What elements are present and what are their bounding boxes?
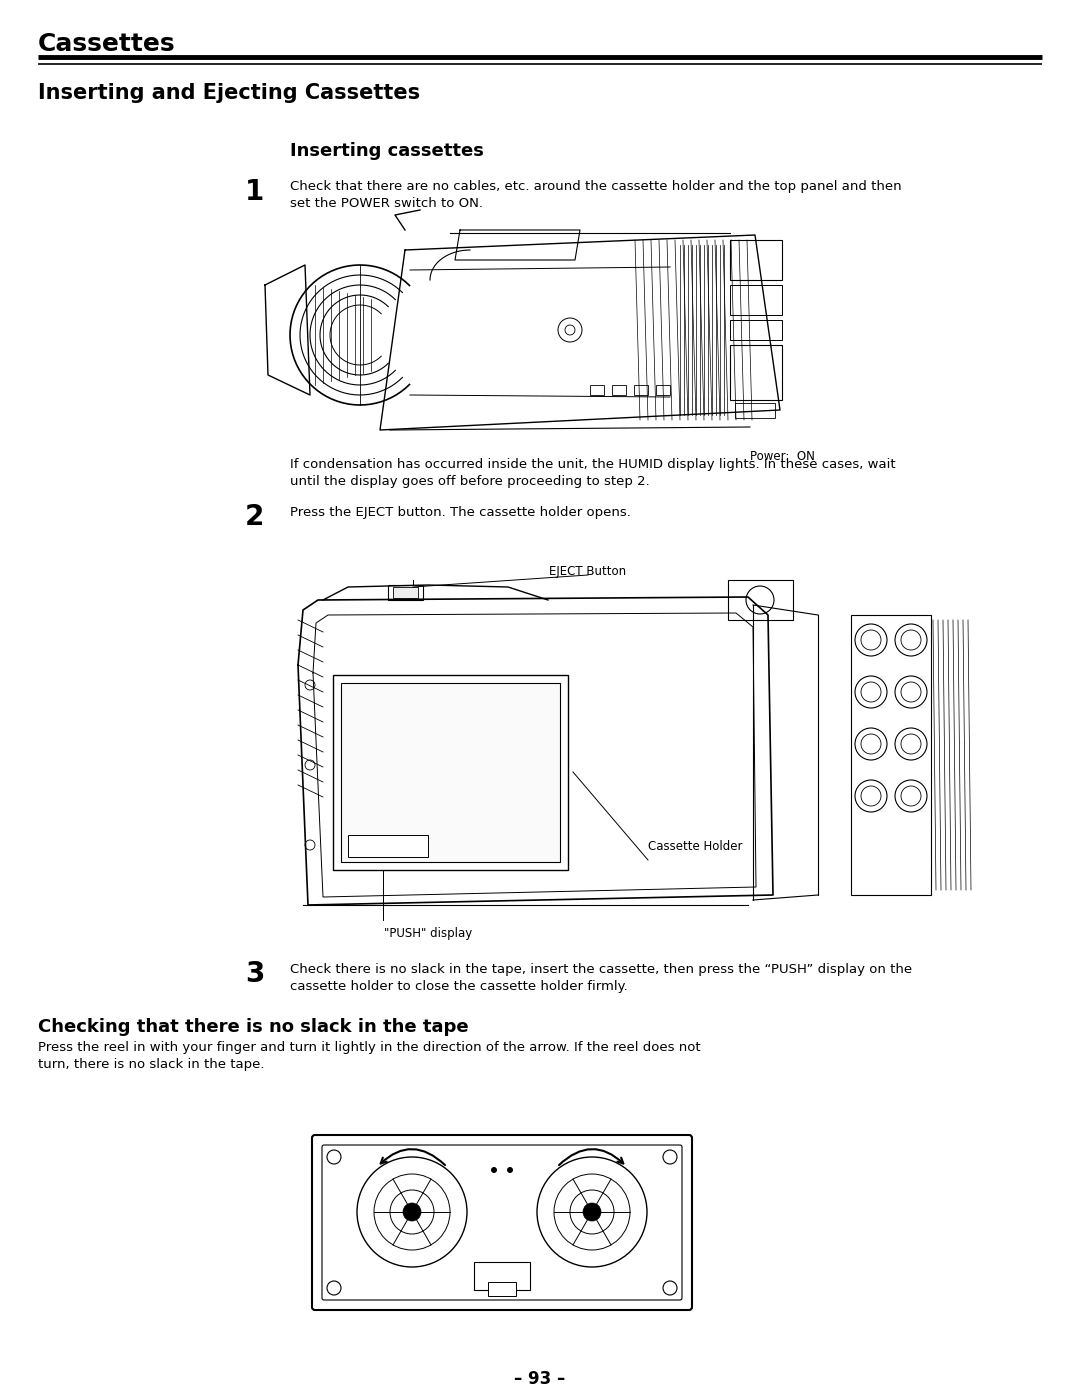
Bar	[728, 580, 793, 620]
Bar	[851, 615, 931, 895]
Text: Inserting cassettes: Inserting cassettes	[291, 142, 484, 161]
Text: 3: 3	[245, 960, 265, 988]
Circle shape	[491, 1166, 497, 1173]
Text: "PUSH" display: "PUSH" display	[383, 928, 472, 940]
Bar	[393, 587, 418, 598]
FancyBboxPatch shape	[312, 1134, 692, 1310]
Text: If condensation has occurred inside the unit, the HUMID display lights. In these: If condensation has occurred inside the …	[291, 458, 895, 488]
Text: Cassettes: Cassettes	[38, 32, 176, 56]
Bar	[730, 345, 782, 400]
Text: Press the reel in with your finger and turn it lightly in the direction of the a: Press the reel in with your finger and t…	[38, 1041, 701, 1071]
Circle shape	[507, 1166, 513, 1173]
Text: 1: 1	[245, 177, 265, 205]
Bar	[590, 386, 604, 395]
Text: Inserting and Ejecting Cassettes: Inserting and Ejecting Cassettes	[38, 82, 420, 103]
Text: Power:  ON: Power: ON	[750, 450, 815, 462]
Bar	[735, 402, 775, 418]
Circle shape	[403, 1203, 421, 1221]
FancyBboxPatch shape	[322, 1146, 681, 1301]
Text: Press the EJECT button. The cassette holder opens.: Press the EJECT button. The cassette hol…	[291, 506, 631, 520]
Text: EJECT Button: EJECT Button	[550, 564, 626, 578]
Bar	[730, 285, 782, 314]
Bar	[488, 1282, 516, 1296]
Bar	[348, 835, 428, 856]
Text: – 93 –: – 93 –	[514, 1370, 566, 1389]
Circle shape	[583, 1203, 600, 1221]
Bar	[612, 386, 626, 395]
Text: Check there is no slack in the tape, insert the cassette, then press the “PUSH” : Check there is no slack in the tape, ins…	[291, 963, 913, 993]
Bar	[341, 683, 561, 862]
Bar	[656, 386, 670, 395]
Bar	[333, 675, 568, 870]
Bar	[634, 386, 648, 395]
Text: Check that there are no cables, etc. around the cassette holder and the top pane: Check that there are no cables, etc. aro…	[291, 180, 902, 210]
Text: Checking that there is no slack in the tape: Checking that there is no slack in the t…	[38, 1018, 469, 1037]
Bar	[388, 585, 423, 599]
Text: 2: 2	[245, 503, 265, 531]
Text: Cassette Holder: Cassette Holder	[648, 840, 743, 854]
Bar	[730, 320, 782, 339]
Bar	[474, 1261, 530, 1289]
Bar	[730, 240, 782, 279]
